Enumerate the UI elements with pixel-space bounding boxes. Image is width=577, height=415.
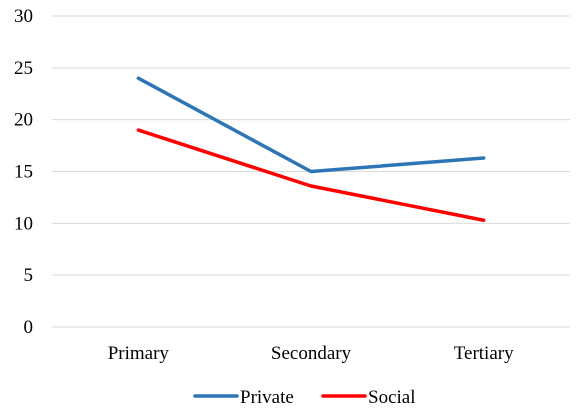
legend: Private Social xyxy=(195,387,416,408)
y-tick-label: 5 xyxy=(24,265,34,286)
y-axis-tick-labels: 0 5 10 15 20 25 30 xyxy=(14,6,33,338)
series-line-social xyxy=(138,130,483,220)
legend-label-social: Social xyxy=(368,387,416,408)
x-category-label: Secondary xyxy=(271,343,352,364)
y-tick-label: 10 xyxy=(14,213,33,234)
y-tick-label: 25 xyxy=(14,58,33,79)
y-tick-label: 0 xyxy=(24,317,34,338)
x-axis-category-labels: Primary Secondary Tertiary xyxy=(108,343,514,364)
x-category-label: Primary xyxy=(108,343,170,364)
x-category-label: Tertiary xyxy=(454,343,514,364)
y-tick-label: 15 xyxy=(14,162,33,183)
y-tick-label: 30 xyxy=(14,6,33,27)
series-lines xyxy=(138,78,483,220)
y-tick-label: 20 xyxy=(14,110,33,131)
series-line-private xyxy=(138,78,483,171)
legend-label-private: Private xyxy=(240,387,294,408)
